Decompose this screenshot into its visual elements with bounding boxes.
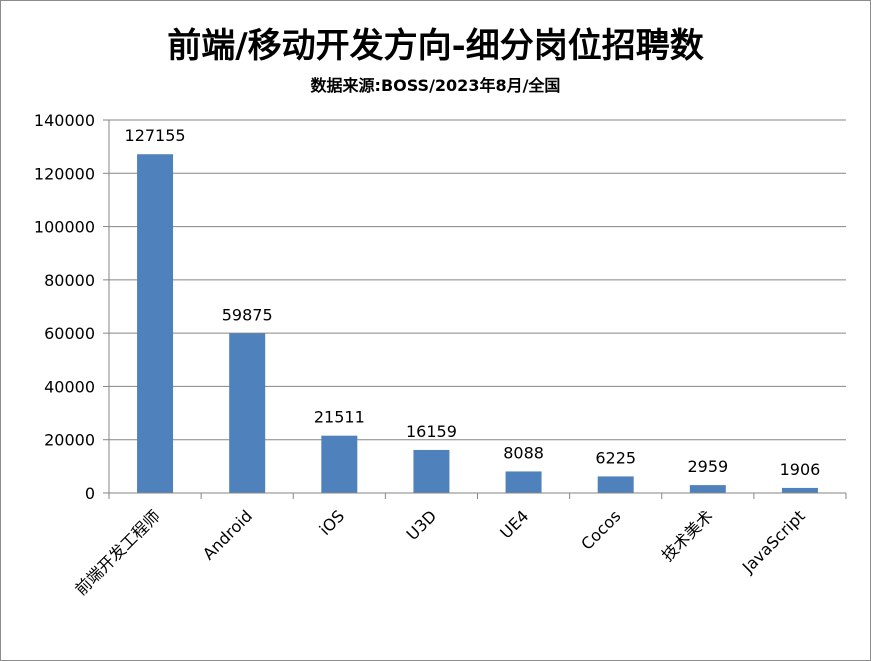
y-tick-label: 60000 bbox=[44, 324, 95, 343]
y-tick-label: 140000 bbox=[34, 111, 95, 130]
y-tick-label: 40000 bbox=[44, 377, 95, 396]
data-label: 16159 bbox=[406, 422, 457, 441]
category-label: iOS bbox=[315, 506, 348, 539]
y-tick-label: 0 bbox=[85, 484, 95, 503]
y-tick-label: 20000 bbox=[44, 431, 95, 450]
data-label: 1906 bbox=[780, 460, 821, 479]
bar bbox=[689, 485, 726, 493]
bar bbox=[229, 333, 266, 493]
category-label: UE4 bbox=[496, 506, 532, 542]
chart-subtitle: 数据来源:BOSS/2023年8月/全国 bbox=[310, 76, 561, 95]
category-label: U3D bbox=[403, 506, 441, 544]
bars bbox=[137, 154, 818, 493]
bar bbox=[505, 471, 542, 493]
bar bbox=[781, 487, 818, 493]
gridlines bbox=[109, 119, 846, 441]
y-tick-label: 120000 bbox=[34, 164, 95, 183]
category-label: JavaScript bbox=[738, 506, 809, 577]
data-label: 59875 bbox=[222, 305, 273, 324]
data-label: 127155 bbox=[125, 126, 186, 145]
chart-title: 前端/移动开发方向-细分岗位招聘数 bbox=[167, 26, 704, 66]
bar bbox=[321, 435, 358, 493]
axes bbox=[103, 119, 847, 499]
bar bbox=[137, 154, 174, 493]
category-label: Android bbox=[199, 506, 256, 563]
data-label: 21511 bbox=[314, 408, 365, 427]
y-tick-label: 80000 bbox=[44, 271, 95, 290]
data-label: 8088 bbox=[503, 443, 544, 462]
data-label: 6225 bbox=[595, 448, 636, 467]
category-label: 前端开发工程师 bbox=[71, 506, 164, 599]
data-label: 2959 bbox=[687, 457, 728, 476]
category-label: Cocos bbox=[577, 506, 624, 553]
category-label: 技术美术 bbox=[658, 506, 717, 565]
bar bbox=[413, 449, 450, 493]
y-tick-label: 100000 bbox=[34, 218, 95, 237]
bar bbox=[597, 476, 634, 493]
